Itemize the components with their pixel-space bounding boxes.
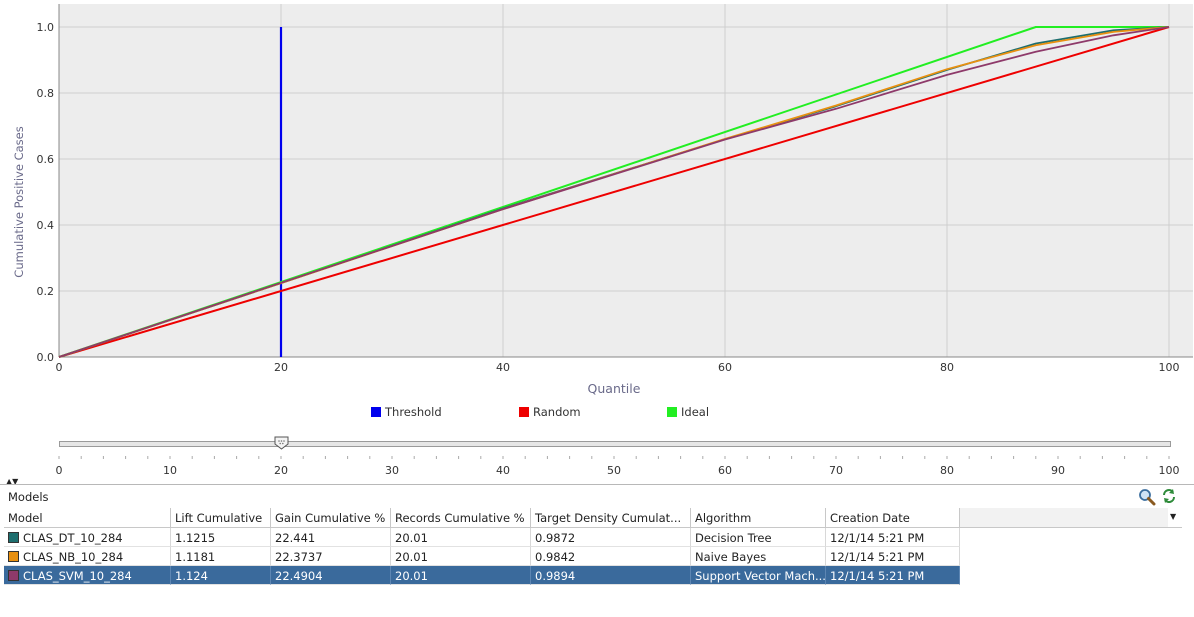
legend-random-swatch bbox=[519, 407, 529, 417]
records-cumulative-cell: 20.01 bbox=[391, 566, 531, 585]
random-series-line bbox=[58, 26, 1170, 358]
y-tick-label: 0.2 bbox=[37, 285, 55, 298]
model-name-cell: CLAS_NB_10_284 bbox=[4, 547, 171, 566]
chart-panel: 0.0 0.2 0.4 0.6 0.8 1.0 0 20 40 60 80 100 Quantile Cu… bbox=[12, 4, 1193, 477]
lift-cumulative-cell: 1.124 bbox=[171, 566, 271, 585]
lift-cumulative-cell: 1.1181 bbox=[171, 547, 271, 566]
quantile-slider-scale: 0 10 20 30 40 50 60 70 80 90 100 bbox=[56, 456, 1180, 477]
model-name: CLAS_DT_10_284 bbox=[23, 531, 123, 545]
model-name: CLAS_NB_10_284 bbox=[23, 550, 124, 564]
model-name: CLAS_SVM_10_284 bbox=[23, 569, 132, 583]
model-color-swatch bbox=[8, 532, 19, 543]
model-name-cell: CLAS_SVM_10_284 bbox=[4, 566, 171, 585]
target-density-cell: 0.9872 bbox=[531, 528, 691, 547]
x-tick-label: 40 bbox=[496, 361, 510, 374]
column-header-filler bbox=[960, 508, 1168, 528]
slider-tick-label: 10 bbox=[163, 464, 177, 477]
slider-tick-label: 20 bbox=[274, 464, 288, 477]
column-chooser-chevron-down-icon[interactable]: ▼ bbox=[1168, 508, 1182, 528]
x-tick-label: 20 bbox=[274, 361, 288, 374]
slider-tick-label: 40 bbox=[496, 464, 510, 477]
clas-svm-10-284-series-line bbox=[58, 26, 1170, 358]
slider-tick-label: 60 bbox=[718, 464, 732, 477]
slider-tick-label: 80 bbox=[940, 464, 954, 477]
model-color-swatch bbox=[8, 551, 19, 562]
target-density-cell: 0.9894 bbox=[531, 566, 691, 585]
gain-cumulative-cell: 22.4904 bbox=[271, 566, 391, 585]
cumulative-gain-chart: 0.0 0.2 0.4 0.6 0.8 1.0 0 20 40 60 80 100 Quantile Cu… bbox=[12, 4, 1193, 396]
model-name-cell: CLAS_DT_10_284 bbox=[4, 528, 171, 547]
y-axis-title: Cumulative Positive Cases bbox=[12, 126, 26, 277]
slider-tick-label: 90 bbox=[1051, 464, 1065, 477]
column-header-gain-cumulative[interactable]: Gain Cumulative % bbox=[271, 508, 391, 528]
legend-random: Random bbox=[519, 405, 581, 419]
y-tick-label: 0.0 bbox=[37, 351, 55, 364]
column-header-algorithm[interactable]: Algorithm bbox=[691, 508, 826, 528]
y-tick-label: 0.4 bbox=[37, 219, 55, 232]
records-cumulative-cell: 20.01 bbox=[391, 547, 531, 566]
legend-ideal: Ideal bbox=[667, 405, 709, 419]
creation-date-cell: 12/1/14 5:21 PM bbox=[826, 547, 960, 566]
split-pane-arrows[interactable]: ▲▼ bbox=[6, 477, 19, 486]
legend-threshold-swatch bbox=[371, 407, 381, 417]
column-header-model[interactable]: Model bbox=[4, 508, 171, 528]
y-tick-label: 0.8 bbox=[37, 87, 55, 100]
creation-date-cell: 12/1/14 5:21 PM bbox=[826, 566, 960, 585]
lift-cumulative-cell: 1.1215 bbox=[171, 528, 271, 547]
legend-threshold-label: Threshold bbox=[385, 405, 442, 419]
table-row[interactable]: CLAS_NB_10_284 1.1181 22.3737 20.01 0.98… bbox=[4, 547, 960, 566]
model-color-swatch bbox=[8, 570, 19, 581]
slider-tick-label: 0 bbox=[56, 464, 63, 477]
column-header-target-density[interactable]: Target Density Cumulat... bbox=[531, 508, 691, 528]
target-density-cell: 0.9842 bbox=[531, 547, 691, 566]
legend-ideal-label: Ideal bbox=[681, 405, 710, 419]
x-axis-title: Quantile bbox=[588, 381, 641, 396]
legend-random-label: Random bbox=[533, 405, 581, 419]
algorithm-cell: Naive Bayes bbox=[691, 547, 826, 566]
x-tick-label: 60 bbox=[718, 361, 732, 374]
y-tick-label: 0.6 bbox=[37, 153, 55, 166]
column-header-lift-cumulative[interactable]: Lift Cumulative bbox=[171, 508, 271, 528]
algorithm-cell: Decision Tree bbox=[691, 528, 826, 547]
x-tick-label: 80 bbox=[940, 361, 954, 374]
slider-tick-label: 30 bbox=[385, 464, 399, 477]
algorithm-cell: Support Vector Mach... bbox=[691, 566, 826, 585]
models-panel: Models Model Lift Cumulative Gain Cumula… bbox=[0, 484, 1194, 617]
records-cumulative-cell: 20.01 bbox=[391, 528, 531, 547]
column-header-creation-date[interactable]: Creation Date bbox=[826, 508, 960, 528]
ideal-series-line bbox=[58, 26, 1169, 358]
quantile-slider-track[interactable] bbox=[59, 441, 1171, 447]
legend-ideal-swatch bbox=[667, 407, 677, 417]
x-tick-label: 100 bbox=[1159, 361, 1180, 374]
gain-cumulative-cell: 22.441 bbox=[271, 528, 391, 547]
search-icon[interactable] bbox=[1138, 488, 1156, 506]
y-tick-label: 1.0 bbox=[37, 21, 55, 34]
column-header-records-cumulative[interactable]: Records Cumulative % bbox=[391, 508, 531, 528]
legend-threshold: Threshold bbox=[371, 405, 442, 419]
gain-cumulative-cell: 22.3737 bbox=[271, 547, 391, 566]
models-panel-title: Models bbox=[8, 490, 49, 504]
table-row[interactable]: CLAS_DT_10_284 1.1215 22.441 20.01 0.987… bbox=[4, 528, 960, 547]
plot-area bbox=[59, 4, 1193, 357]
quantile-slider-thumb[interactable] bbox=[274, 436, 289, 450]
table-row-selected[interactable]: CLAS_SVM_10_284 1.124 22.4904 20.01 0.98… bbox=[4, 566, 960, 585]
creation-date-cell: 12/1/14 5:21 PM bbox=[826, 528, 960, 547]
x-tick-label: 0 bbox=[56, 361, 63, 374]
refresh-icon[interactable] bbox=[1161, 488, 1177, 504]
slider-tick-label: 70 bbox=[829, 464, 843, 477]
slider-tick-label: 100 bbox=[1159, 464, 1180, 477]
slider-tick-label: 50 bbox=[607, 464, 621, 477]
